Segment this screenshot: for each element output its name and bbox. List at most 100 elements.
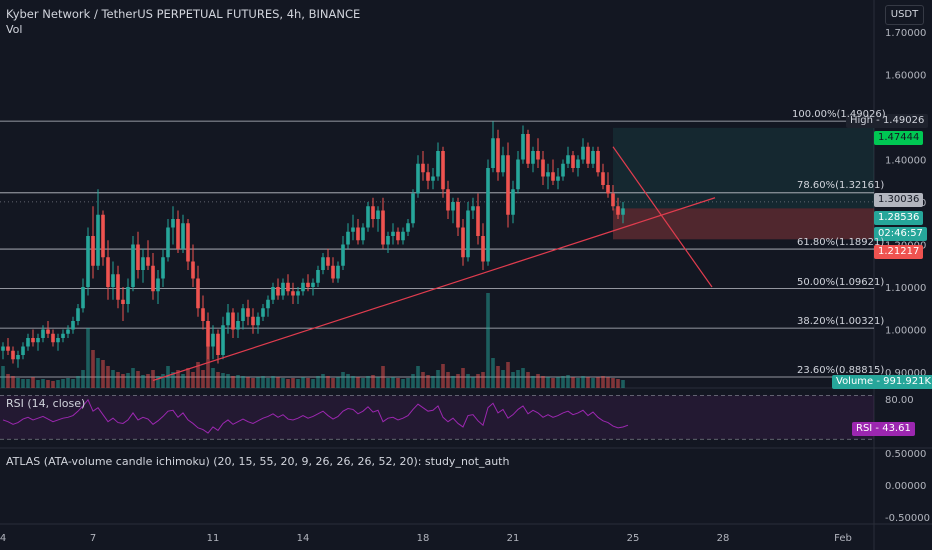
rsi-tag: RSI - 43.61 (852, 422, 915, 436)
candle-body (386, 236, 390, 245)
volume-bar (371, 375, 375, 388)
candle-body (521, 134, 525, 160)
atlas-axis-neg050: -0.50000 (885, 513, 930, 524)
volume-bar (41, 379, 45, 388)
volume-bar (551, 378, 555, 388)
volume-bar (16, 378, 20, 388)
candle-body (91, 236, 95, 266)
candle-body (336, 265, 340, 279)
candle-body (461, 227, 465, 258)
candle-body (366, 206, 370, 228)
volume-bar (56, 380, 60, 388)
candle-body (296, 291, 300, 296)
candle-body (396, 231, 400, 241)
candle-body (201, 308, 205, 321)
candle-body (191, 261, 195, 279)
volume-bar (436, 370, 440, 388)
volume-bar (136, 371, 140, 388)
candle-body (206, 321, 210, 347)
candle-body (171, 219, 175, 228)
volume-bar (526, 372, 530, 388)
candle-body (561, 163, 565, 177)
time-axis-tick: 14 (297, 533, 310, 544)
candle-body (311, 282, 315, 287)
candle-body (81, 287, 85, 309)
volume-bar (466, 374, 470, 388)
volume-bar (221, 373, 225, 388)
volume-bar (256, 377, 260, 388)
candle-body (581, 146, 585, 160)
candle-body (471, 206, 475, 211)
volume-bar (516, 370, 520, 388)
time-axis-tick: Feb (834, 533, 852, 544)
candle-body (346, 231, 350, 245)
volume-bar (501, 370, 505, 388)
fib-label-100: 100.00%(1.49026) (792, 109, 886, 120)
candle-body (36, 338, 40, 343)
volume-bar (611, 378, 615, 388)
candle-body (391, 231, 395, 236)
volume-label: Vol (6, 23, 23, 36)
volume-bar (66, 378, 70, 388)
candle-body (236, 321, 240, 330)
volume-bar (606, 377, 610, 388)
volume-bar (111, 370, 115, 388)
volume-bar (166, 366, 170, 388)
candle-body (121, 299, 125, 304)
volume-bar (621, 380, 625, 388)
volume-bar (496, 366, 500, 388)
price-axis-tick: 1.40000 (885, 156, 926, 167)
candle-body (591, 151, 595, 164)
current-price-tag: 1.28536 (874, 211, 924, 225)
candle-body (21, 346, 25, 355)
candle-body (611, 193, 615, 207)
candle-body (71, 321, 75, 330)
volume-bar (126, 373, 130, 388)
candle-body (371, 206, 375, 219)
candle-body (216, 333, 220, 355)
stop-loss-zone (613, 208, 874, 240)
candle-body (491, 138, 495, 168)
volume-bar (386, 378, 390, 388)
time-axis-tick: 11 (207, 533, 220, 544)
volume-bar (381, 366, 385, 388)
volume-bar (316, 376, 320, 388)
volume-bar (451, 376, 455, 388)
volume-bar (361, 378, 365, 388)
currency-button[interactable]: USDT (885, 5, 924, 25)
candle-body (426, 172, 430, 181)
volume-bar (186, 368, 190, 388)
volume-bar (556, 377, 560, 388)
candle-body (116, 274, 120, 300)
fib-label-786: 78.60%(1.32161) (797, 180, 885, 191)
price-axis-tick: 1.60000 (885, 71, 926, 82)
candle-body (131, 244, 135, 287)
candle-body (486, 168, 490, 262)
candle-body (291, 291, 295, 296)
volume-bar (286, 379, 290, 388)
volume-bar (571, 377, 575, 388)
volume-bar (486, 293, 490, 388)
candle-body (466, 210, 470, 258)
volume-bar (346, 374, 350, 388)
volume-bar (586, 377, 590, 388)
price-axis-tick: 0.90000 (885, 368, 926, 379)
volume-bar (206, 346, 210, 388)
volume-bar (591, 378, 595, 388)
candle-body (1, 346, 5, 351)
volume-bar (366, 376, 370, 388)
candle-body (241, 308, 245, 321)
candle-body (161, 257, 165, 279)
atlas-axis-000: 0.00000 (885, 481, 927, 492)
candle-body (566, 155, 570, 164)
candle-body (616, 206, 620, 215)
candle-body (101, 214, 105, 258)
candle-body (376, 210, 380, 219)
candle-body (76, 308, 80, 321)
candle-body (141, 257, 145, 270)
volume-bar (46, 380, 50, 388)
candle-body (96, 214, 100, 266)
volume-bar (171, 372, 175, 388)
atlas-axis-050: 0.50000 (885, 449, 927, 460)
